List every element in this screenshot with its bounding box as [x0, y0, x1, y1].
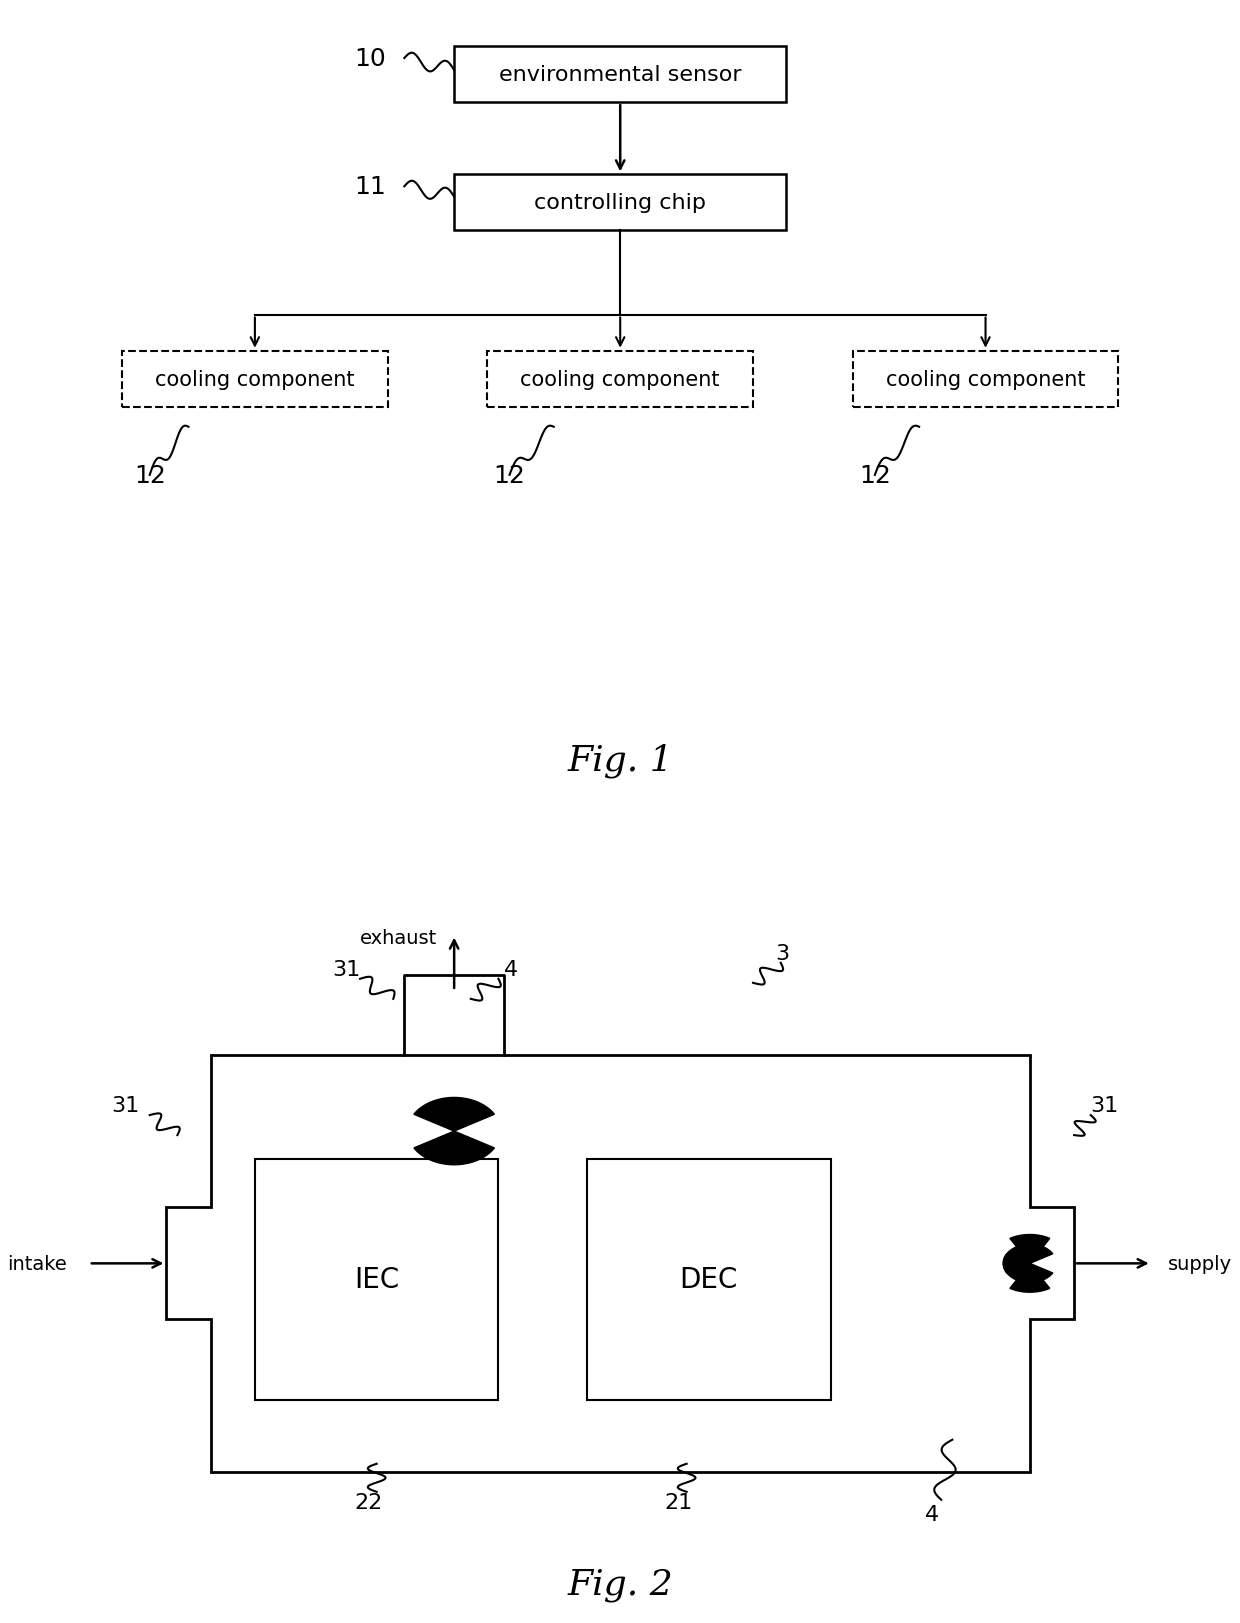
Bar — [587, 1159, 831, 1399]
Polygon shape — [1003, 1255, 1030, 1272]
Text: DEC: DEC — [680, 1266, 738, 1294]
Text: 12: 12 — [494, 464, 526, 487]
Text: controlling chip: controlling chip — [534, 193, 707, 213]
Text: Fig. 2: Fig. 2 — [568, 1568, 673, 1600]
Text: 12: 12 — [859, 464, 890, 487]
Text: 11: 11 — [355, 175, 387, 200]
Text: 21: 21 — [665, 1492, 693, 1513]
Text: cooling component: cooling component — [521, 370, 720, 390]
Text: environmental sensor: environmental sensor — [498, 65, 742, 84]
Text: cooling component: cooling component — [885, 370, 1085, 390]
Text: 31: 31 — [1091, 1096, 1118, 1115]
Bar — [487, 352, 753, 407]
Polygon shape — [1009, 1264, 1050, 1292]
Text: 3: 3 — [775, 943, 790, 962]
Text: Fig. 1: Fig. 1 — [568, 743, 673, 777]
Bar — [255, 1159, 498, 1399]
Text: 4: 4 — [925, 1505, 939, 1524]
Text: 31: 31 — [110, 1096, 139, 1115]
Bar — [454, 47, 786, 104]
Text: IEC: IEC — [355, 1266, 399, 1294]
Polygon shape — [414, 1131, 495, 1165]
Text: 31: 31 — [332, 959, 361, 979]
Text: 10: 10 — [355, 47, 387, 71]
Text: 4: 4 — [503, 959, 518, 979]
Text: exhaust: exhaust — [360, 928, 438, 948]
Polygon shape — [1003, 1245, 1053, 1282]
Text: 12: 12 — [134, 464, 166, 487]
Bar — [853, 352, 1118, 407]
Polygon shape — [414, 1097, 495, 1131]
Text: intake: intake — [7, 1255, 67, 1272]
Polygon shape — [1009, 1235, 1050, 1264]
Bar — [122, 352, 388, 407]
Text: supply: supply — [1168, 1255, 1233, 1272]
Text: cooling component: cooling component — [155, 370, 355, 390]
Bar — [454, 175, 786, 230]
Text: 22: 22 — [355, 1492, 383, 1513]
